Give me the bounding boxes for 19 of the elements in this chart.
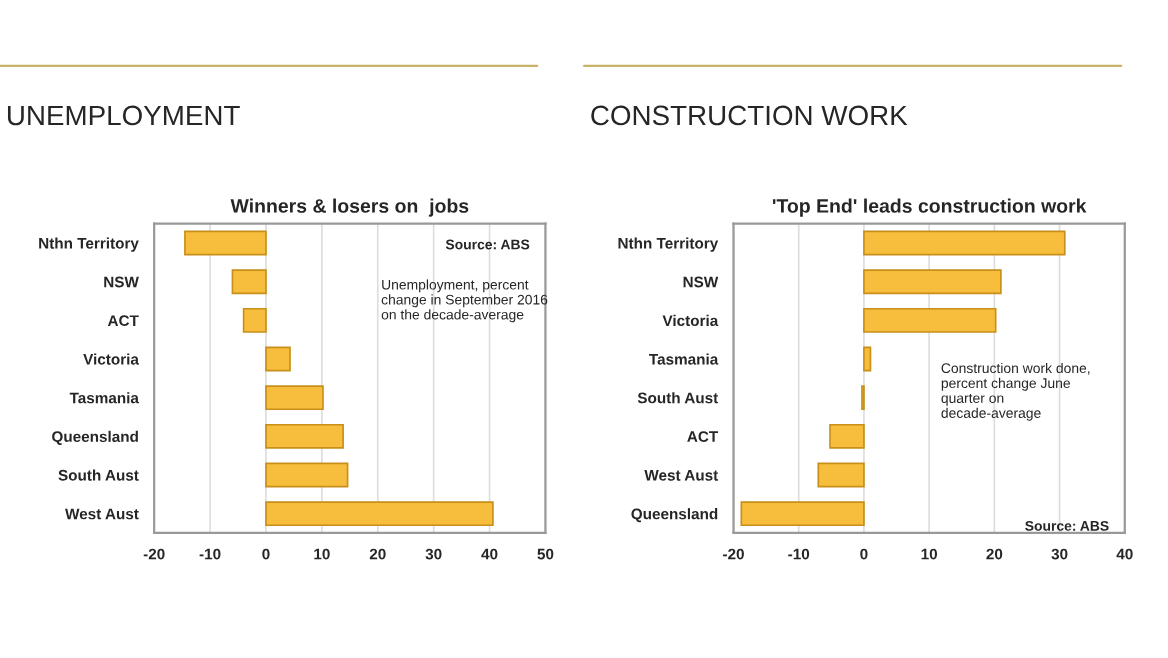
bar bbox=[740, 501, 865, 527]
bar bbox=[242, 307, 267, 333]
bar bbox=[184, 230, 267, 256]
chart-title: CONSTRUCTION WORK bbox=[591, 105, 908, 126]
chart-subtitle: 'Top End' leads construction work bbox=[772, 198, 1087, 217]
bar bbox=[863, 346, 872, 372]
chart-subtitle: Winners & losers on jobs bbox=[230, 198, 469, 217]
bar bbox=[265, 462, 349, 488]
bar bbox=[829, 423, 865, 449]
bar bbox=[265, 423, 344, 449]
bar bbox=[863, 307, 997, 333]
bar bbox=[265, 501, 494, 527]
bar bbox=[863, 230, 1066, 256]
bar bbox=[265, 385, 324, 411]
bar bbox=[231, 269, 267, 295]
bar bbox=[863, 269, 1002, 295]
chart-title: UNEMPLOYMENT bbox=[7, 105, 240, 126]
bar bbox=[265, 346, 291, 372]
bar bbox=[817, 462, 865, 488]
